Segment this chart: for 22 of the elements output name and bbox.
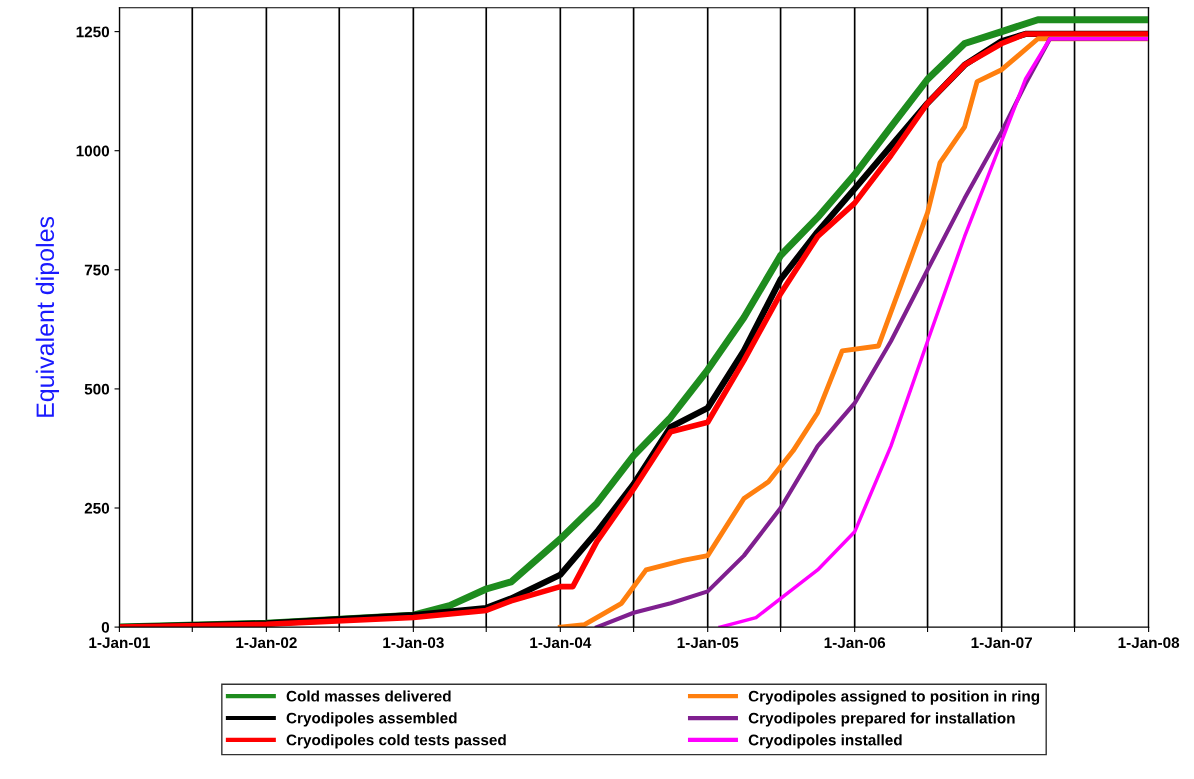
y-axis-title: Equivalent dipoles <box>35 216 60 417</box>
y-tick-label: 1000 <box>76 145 110 157</box>
x-tick-label: 1-Jan-04 <box>530 637 592 649</box>
x-tick-label: 1-Jan-01 <box>89 637 150 649</box>
x-tick-label: 1-Jan-08 <box>1118 637 1180 649</box>
legend-label: Cryodipoles prepared for installation <box>748 712 1015 727</box>
legend-label: Cryodipoles installed <box>748 734 902 749</box>
x-tick-label: 1-Jan-02 <box>236 637 297 649</box>
y-tick-label: 500 <box>84 383 110 395</box>
legend-label: Cryodipoles assembled <box>286 712 457 727</box>
y-tick-label: 750 <box>84 264 110 276</box>
y-tick-label: 1250 <box>76 26 110 38</box>
legend-label: Cold masses delivered <box>286 690 451 702</box>
legend-label: Cryodipoles cold tests passed <box>286 734 506 749</box>
x-tick-label: 1-Jan-07 <box>971 637 1032 649</box>
x-tick-label: 1-Jan-05 <box>677 637 739 649</box>
x-tick-label: 1-Jan-03 <box>383 637 444 649</box>
y-tick-label: 250 <box>84 502 110 514</box>
x-tick-label: 1-Jan-06 <box>824 637 886 649</box>
legend-label: Cryodipoles assigned to position in ring <box>748 690 1040 705</box>
y-tick-label: 0 <box>101 621 110 633</box>
line-series <box>718 37 1149 628</box>
